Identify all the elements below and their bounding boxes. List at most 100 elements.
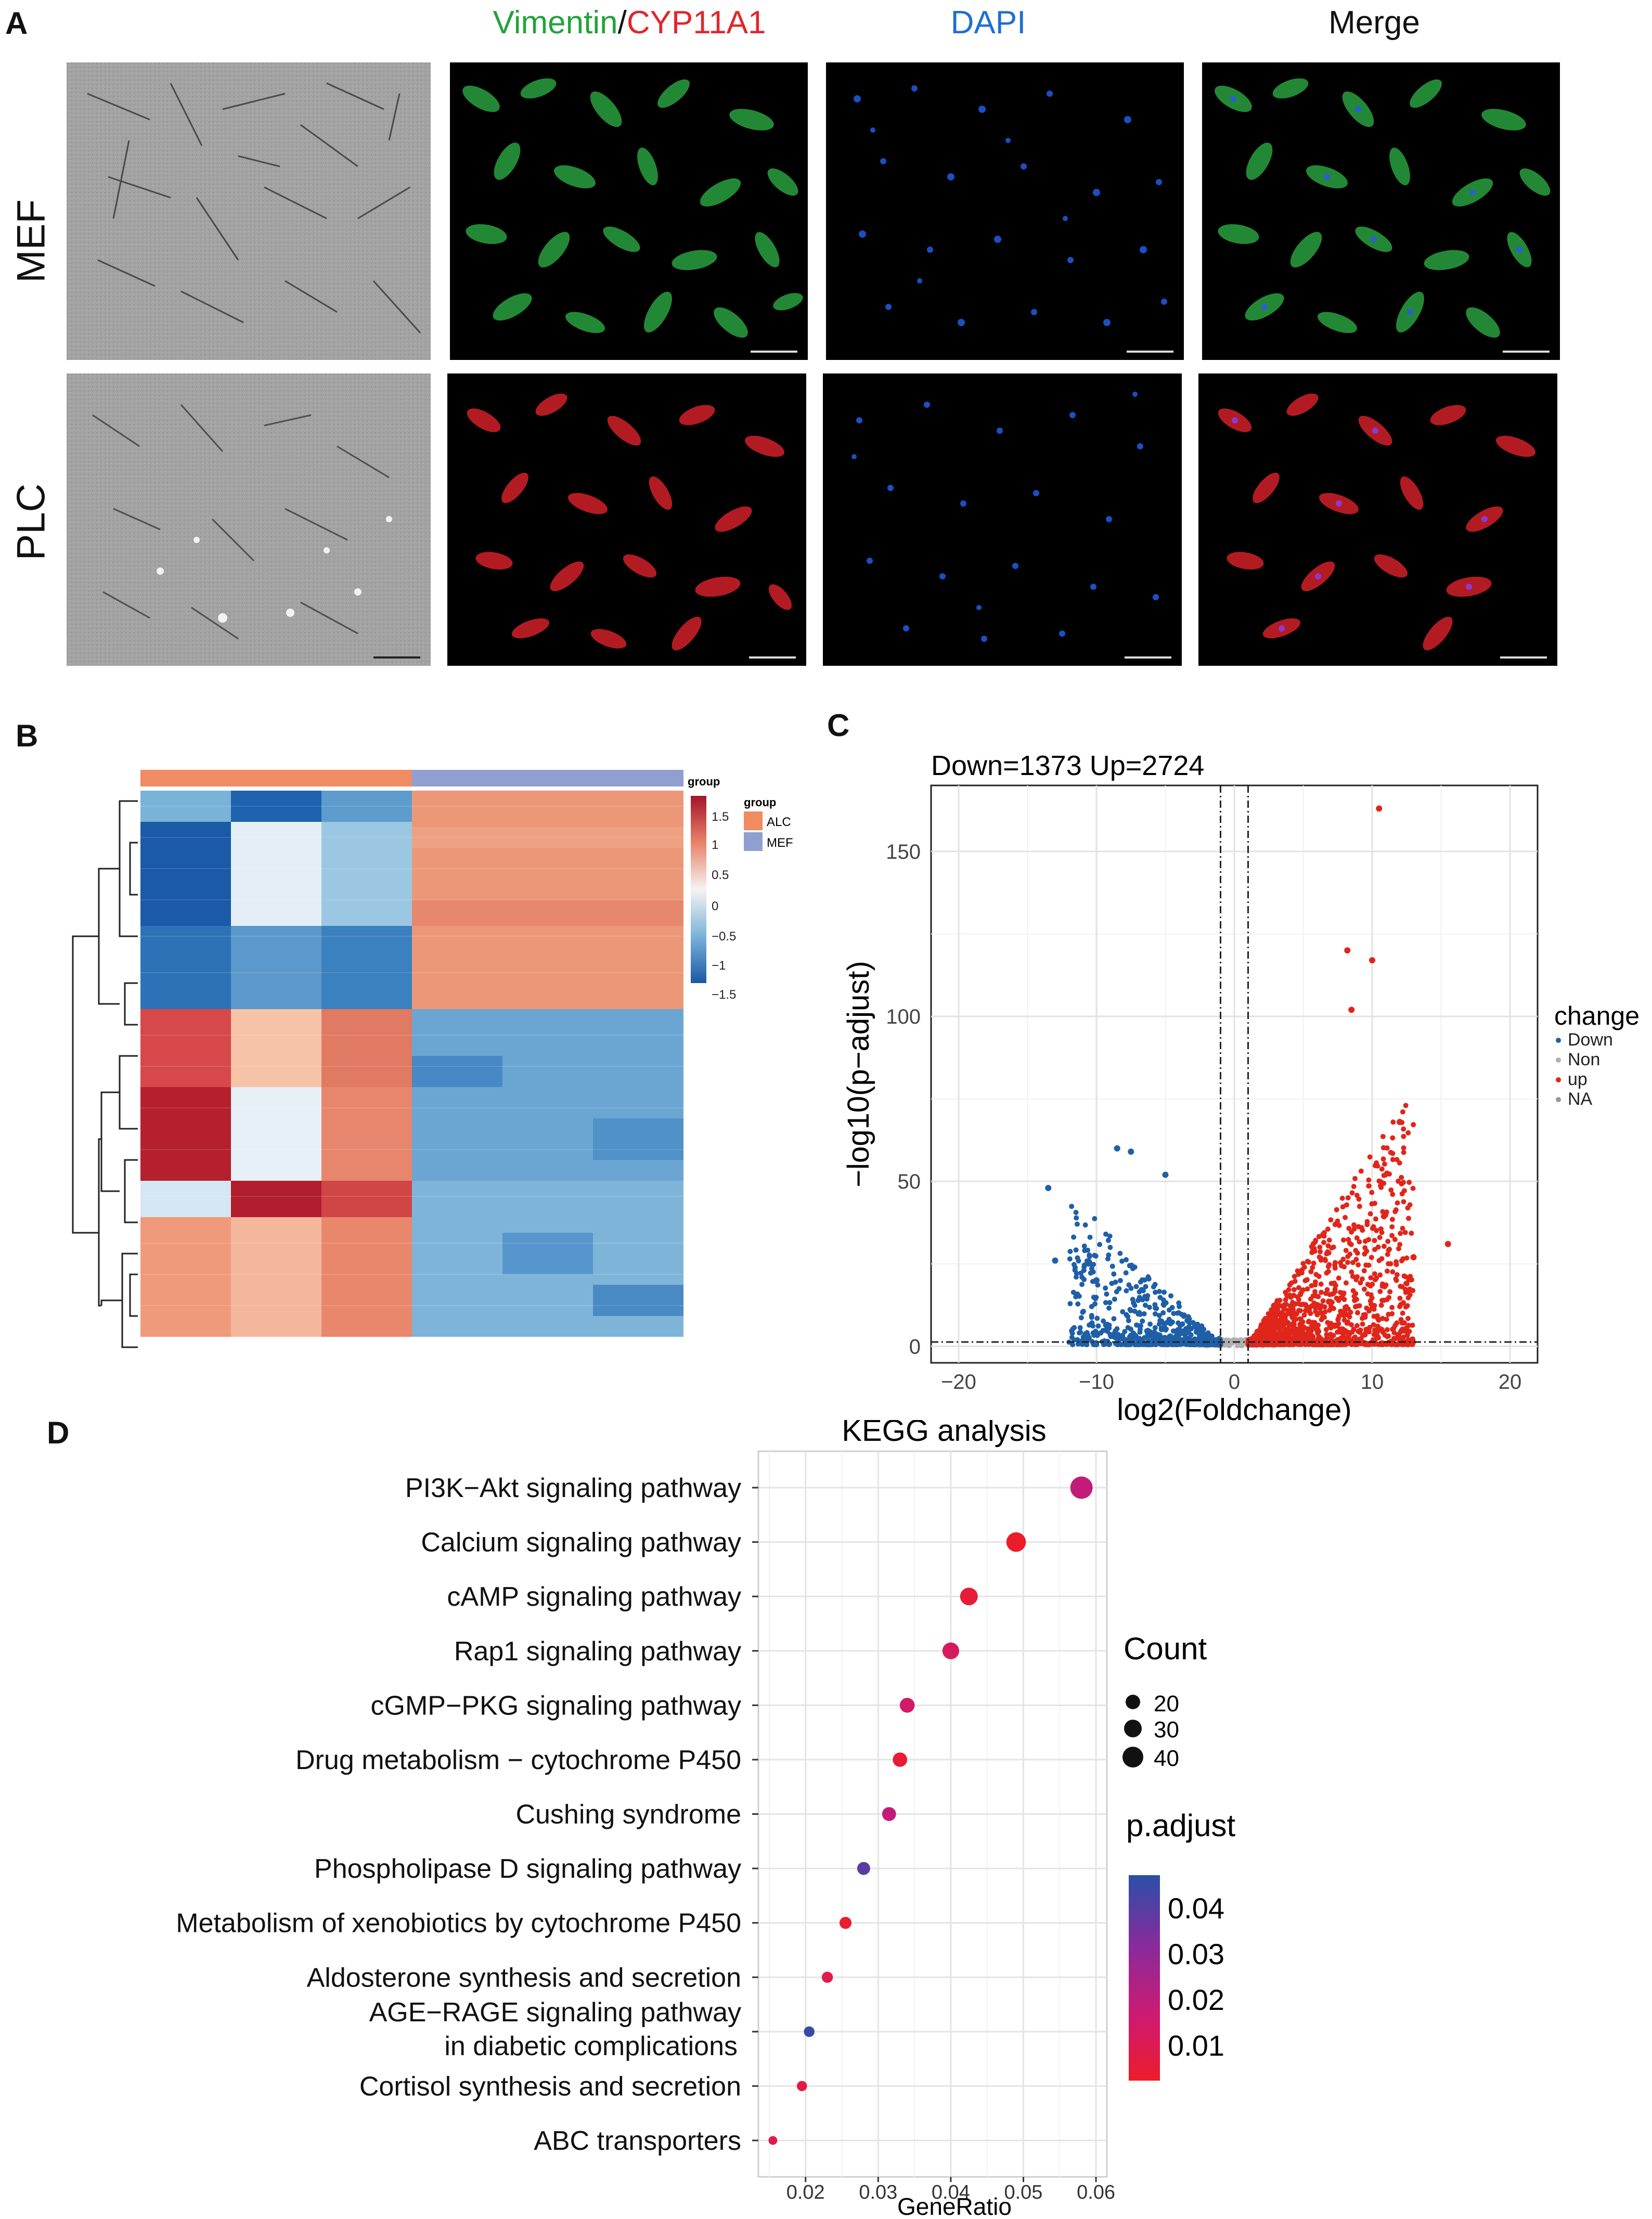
heatmap-legend-group-label: group (688, 775, 720, 788)
volcano-point-up (1366, 1308, 1372, 1314)
volcano-point-down (1143, 1284, 1148, 1289)
volcano-point-up (1380, 1330, 1386, 1335)
micrograph-plc-brightfield (67, 373, 431, 666)
volcano-point-up (1378, 1183, 1384, 1189)
volcano-point-up (1407, 1292, 1413, 1298)
scale-tick: 1.5 (712, 810, 729, 824)
volcano-point-up (1331, 1306, 1336, 1311)
volcano-point-up (1401, 1150, 1406, 1155)
volcano-point-extreme (1162, 1171, 1169, 1178)
volcano-point-up (1382, 1161, 1387, 1167)
count-legend-dot (1126, 1695, 1140, 1709)
volcano-point-down (1077, 1325, 1083, 1331)
mef-vimentin-cells (462, 78, 803, 338)
volcano-point-up (1388, 1261, 1393, 1267)
volcano-point-down (1092, 1216, 1098, 1221)
volcano-point-up (1273, 1300, 1279, 1306)
volcano-point-up (1391, 1336, 1397, 1341)
kegg-dot (839, 1917, 852, 1929)
volcano-point-down (1112, 1296, 1117, 1302)
volcano-point-up (1310, 1265, 1315, 1270)
volcano-point-up (1350, 1273, 1356, 1279)
volcano-point-up (1306, 1309, 1312, 1314)
volcano-point-down (1165, 1342, 1171, 1348)
volcano-point-down (1156, 1313, 1162, 1319)
volcano-point-down (1199, 1328, 1205, 1334)
volcano-point-up (1320, 1232, 1326, 1237)
volcano-point-up (1377, 1272, 1383, 1278)
volcano-point-down (1118, 1342, 1124, 1348)
volcano-point-up (1390, 1119, 1396, 1125)
volcano-point-up (1380, 1156, 1386, 1162)
volcano-point-up (1327, 1298, 1333, 1304)
volcano-point-up (1255, 1330, 1260, 1336)
volcano-point-up (1404, 1303, 1410, 1309)
volcano-point-down (1205, 1340, 1211, 1346)
volcano-point-up (1343, 1247, 1349, 1253)
volcano-point-up (1320, 1298, 1326, 1304)
volcano-point-up (1290, 1311, 1296, 1317)
volcano-point-up (1395, 1332, 1401, 1337)
volcano-point-up (1349, 1329, 1355, 1335)
volcano-point-down (1106, 1305, 1112, 1311)
volcano-point-up (1315, 1294, 1321, 1299)
volcano-point-up (1300, 1261, 1306, 1267)
volcano-point-up (1370, 1282, 1375, 1287)
volcano-point-up (1353, 1296, 1359, 1302)
volcano-point-up (1252, 1336, 1258, 1342)
kegg-xtick: 0.03 (859, 2182, 897, 2203)
volcano-point-up (1290, 1341, 1296, 1347)
volcano-point-non (1239, 1337, 1244, 1342)
kegg-xlabel: GeneRatio (897, 2193, 1012, 2219)
volcano-point-down (1067, 1301, 1073, 1307)
volcano-point-up (1354, 1235, 1360, 1241)
volcano-point-down (1106, 1252, 1112, 1258)
volcano-point-up (1306, 1341, 1312, 1347)
volcano-xtick: 10 (1361, 1371, 1384, 1394)
volcano-point-up (1341, 1329, 1347, 1335)
volcano-point-up (1277, 1328, 1283, 1334)
volcano-point-down (1158, 1327, 1164, 1333)
volcano-point-up (1362, 1251, 1367, 1257)
volcano-point-down (1169, 1305, 1175, 1310)
volcano-point-up (1302, 1331, 1308, 1337)
volcano-point-down (1155, 1332, 1160, 1337)
volcano-point-down (1152, 1311, 1158, 1317)
volcano-point-extreme (1114, 1145, 1120, 1152)
volcano-point-up (1323, 1327, 1329, 1333)
volcano-point-up (1335, 1218, 1340, 1224)
volcano-point-down (1128, 1332, 1134, 1338)
volcano-point-up (1246, 1337, 1252, 1343)
volcano-point-up (1338, 1335, 1344, 1341)
volcano-point-up (1344, 1202, 1349, 1208)
volcano-point-down (1161, 1289, 1167, 1295)
kegg-category-label: Metabolism of xenobiotics by cytochrome … (176, 1908, 741, 1939)
volcano-legend-label: up (1568, 1069, 1588, 1089)
volcano-point-up (1390, 1269, 1396, 1275)
volcano-point-non (1225, 1338, 1230, 1343)
volcano-point-up (1409, 1336, 1415, 1342)
volcano-point-up (1358, 1280, 1363, 1286)
volcano-legend-label: Non (1568, 1050, 1600, 1069)
volcano-point-up (1336, 1222, 1342, 1228)
volcano-point-down (1104, 1321, 1110, 1327)
volcano-point-down (1073, 1294, 1079, 1300)
volcano-point-up (1292, 1279, 1298, 1284)
volcano-point-down (1079, 1282, 1085, 1287)
volcano-point-down (1156, 1288, 1162, 1294)
volcano-point-up (1317, 1244, 1323, 1250)
scale-bar (1503, 351, 1550, 353)
volcano-point-down (1087, 1254, 1092, 1259)
volcano-point-up (1331, 1333, 1336, 1338)
volcano-point-up (1385, 1238, 1391, 1244)
kegg-dot-plot: KEGG analysis PI3K−Akt signaling pathway… (176, 1420, 1235, 2219)
volcano-point-down (1184, 1328, 1190, 1334)
volcano-point-up (1325, 1243, 1331, 1248)
kegg-category-label: Drug metabolism − cytochrome P450 (295, 1745, 741, 1775)
volcano-point-up (1384, 1209, 1389, 1215)
volcano-point-up (1409, 1230, 1414, 1236)
volcano-point-up (1401, 1320, 1407, 1326)
volcano-point-up (1290, 1335, 1296, 1341)
volcano-point-up (1369, 1201, 1375, 1207)
volcano-point-down (1097, 1242, 1103, 1247)
